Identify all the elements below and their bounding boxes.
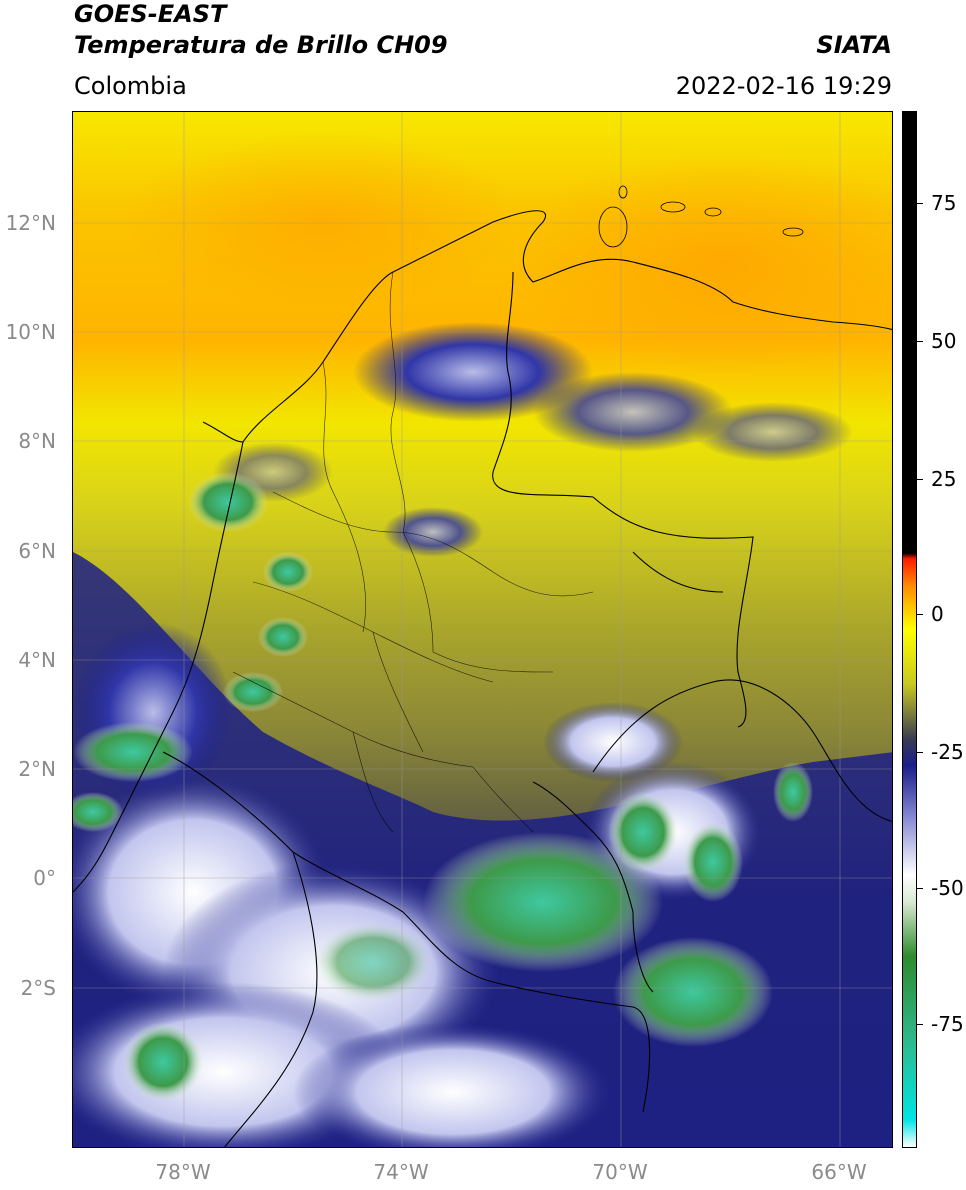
colorbar-label: 0: [931, 602, 944, 626]
lat-label: 6°N: [18, 539, 56, 563]
colorbar-label: 50: [931, 329, 957, 353]
lon-label: 74°W: [373, 1160, 429, 1184]
colorbar-label: 25: [931, 467, 957, 491]
colorbar-tick: [917, 752, 923, 753]
lon-label: 78°W: [155, 1160, 211, 1184]
datetime-label: 2022-02-16 19:29: [675, 72, 892, 100]
colorbar-tick: [917, 614, 923, 615]
temperature-colorbar: [902, 111, 917, 1148]
storm-cluster-south: [123, 762, 813, 1102]
product-title: Temperatura de Brillo CH09: [74, 31, 448, 59]
colorbar-tick: [917, 888, 923, 889]
colorbar-label: -75: [931, 1012, 964, 1036]
colorbar-tick: [917, 1024, 923, 1025]
lon-label: 66°W: [811, 1160, 867, 1184]
agency-label: SIATA: [816, 31, 892, 59]
caribbean-islands: [598, 185, 804, 248]
lat-label: 12°N: [5, 211, 56, 235]
satellite-title: GOES-EAST: [74, 0, 227, 28]
country-borders: [73, 210, 892, 1147]
map-canvas: [73, 112, 892, 1147]
colorbar-label: 75: [931, 191, 957, 215]
lat-label: 4°N: [18, 648, 56, 672]
colorbar-label: -50: [931, 876, 964, 900]
lon-label: 70°W: [592, 1160, 648, 1184]
colorbar-tick: [917, 203, 923, 204]
lat-label: 0°: [33, 866, 56, 890]
department-borders: [232, 271, 594, 833]
colorbar-tick: [917, 341, 923, 342]
satellite-map: [72, 111, 893, 1148]
lat-label: 2°N: [18, 757, 56, 781]
lat-label: 8°N: [18, 429, 56, 453]
lat-label: 2°S: [20, 976, 56, 1000]
colorbar-label: -25: [931, 740, 964, 764]
lat-label: 10°N: [5, 320, 56, 344]
storm-cluster-west: [73, 472, 313, 832]
region-label: Colombia: [74, 72, 187, 100]
storm-cluster-north: [213, 322, 853, 557]
graticule: [73, 112, 892, 1147]
colorbar-tick: [917, 479, 923, 480]
